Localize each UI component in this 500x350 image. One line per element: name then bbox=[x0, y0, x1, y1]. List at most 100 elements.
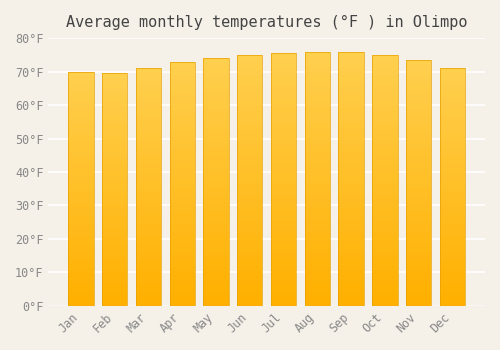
Bar bbox=[237, 135, 262, 140]
Bar bbox=[204, 73, 229, 78]
Bar bbox=[304, 128, 330, 133]
Bar bbox=[136, 292, 161, 296]
Bar bbox=[406, 193, 431, 198]
Bar bbox=[136, 92, 161, 97]
Bar bbox=[68, 95, 94, 100]
Bar bbox=[406, 257, 431, 261]
Bar bbox=[204, 256, 229, 261]
Bar bbox=[304, 82, 330, 87]
Bar bbox=[136, 197, 161, 201]
Bar bbox=[304, 143, 330, 148]
Bar bbox=[170, 218, 195, 223]
Bar bbox=[68, 142, 94, 147]
Bar bbox=[372, 236, 398, 240]
Bar bbox=[406, 124, 431, 129]
Bar bbox=[102, 236, 128, 241]
Bar bbox=[136, 282, 161, 287]
Bar bbox=[237, 271, 262, 276]
Bar bbox=[406, 208, 431, 212]
Bar bbox=[102, 222, 128, 227]
Bar bbox=[170, 174, 195, 179]
Bar bbox=[102, 166, 128, 171]
Bar bbox=[440, 73, 465, 78]
Bar bbox=[68, 147, 94, 151]
Bar bbox=[406, 281, 431, 286]
Bar bbox=[406, 247, 431, 252]
Bar bbox=[372, 125, 398, 130]
Bar bbox=[170, 71, 195, 76]
Bar bbox=[271, 89, 296, 93]
Bar bbox=[304, 260, 330, 265]
Bar bbox=[68, 133, 94, 137]
Bar bbox=[68, 287, 94, 292]
Bar bbox=[271, 184, 296, 190]
Bar bbox=[68, 114, 94, 118]
Bar bbox=[304, 103, 330, 107]
Bar bbox=[204, 276, 229, 281]
Bar bbox=[237, 231, 262, 236]
Bar bbox=[237, 266, 262, 271]
Bar bbox=[102, 73, 128, 78]
Bar bbox=[102, 250, 128, 255]
Bar bbox=[237, 190, 262, 195]
Bar bbox=[440, 263, 465, 268]
Bar bbox=[68, 208, 94, 212]
Bar bbox=[102, 83, 128, 87]
Bar bbox=[237, 105, 262, 110]
Bar bbox=[406, 60, 431, 65]
Bar bbox=[204, 246, 229, 251]
Bar bbox=[338, 103, 364, 107]
Bar bbox=[372, 140, 398, 145]
Bar bbox=[338, 240, 364, 245]
Bar bbox=[237, 150, 262, 155]
Bar bbox=[102, 87, 128, 92]
Bar bbox=[271, 235, 296, 240]
Bar bbox=[136, 116, 161, 120]
Bar bbox=[204, 142, 229, 147]
Bar bbox=[338, 234, 364, 240]
Bar bbox=[271, 240, 296, 245]
Bar bbox=[271, 225, 296, 230]
Bar bbox=[68, 161, 94, 165]
Bar bbox=[440, 301, 465, 306]
Bar bbox=[372, 115, 398, 120]
Bar bbox=[136, 239, 161, 244]
Bar bbox=[237, 125, 262, 130]
Bar bbox=[406, 266, 431, 271]
Bar bbox=[372, 276, 398, 281]
Bar bbox=[170, 81, 195, 86]
Bar bbox=[372, 175, 398, 180]
Bar bbox=[406, 158, 431, 163]
Bar bbox=[338, 138, 364, 143]
Bar bbox=[372, 135, 398, 140]
Bar bbox=[102, 190, 128, 194]
Bar bbox=[372, 70, 398, 75]
Bar bbox=[304, 199, 330, 204]
Bar bbox=[170, 135, 195, 140]
Bar bbox=[304, 178, 330, 184]
Bar bbox=[372, 95, 398, 100]
Bar bbox=[136, 111, 161, 116]
Bar bbox=[136, 249, 161, 253]
Bar bbox=[338, 250, 364, 255]
Bar bbox=[102, 73, 128, 306]
Bar bbox=[406, 89, 431, 94]
Bar bbox=[338, 123, 364, 128]
Bar bbox=[170, 105, 195, 110]
Bar bbox=[102, 199, 128, 203]
Bar bbox=[372, 85, 398, 90]
Bar bbox=[271, 195, 296, 200]
Bar bbox=[406, 60, 431, 306]
Bar bbox=[136, 192, 161, 197]
Bar bbox=[136, 182, 161, 187]
Bar bbox=[271, 255, 296, 260]
Bar bbox=[304, 189, 330, 194]
Bar bbox=[170, 223, 195, 228]
Bar bbox=[304, 204, 330, 209]
Bar bbox=[406, 237, 431, 242]
Bar bbox=[406, 261, 431, 266]
Bar bbox=[136, 225, 161, 230]
Bar bbox=[136, 201, 161, 206]
Bar bbox=[338, 97, 364, 103]
Bar bbox=[271, 104, 296, 109]
